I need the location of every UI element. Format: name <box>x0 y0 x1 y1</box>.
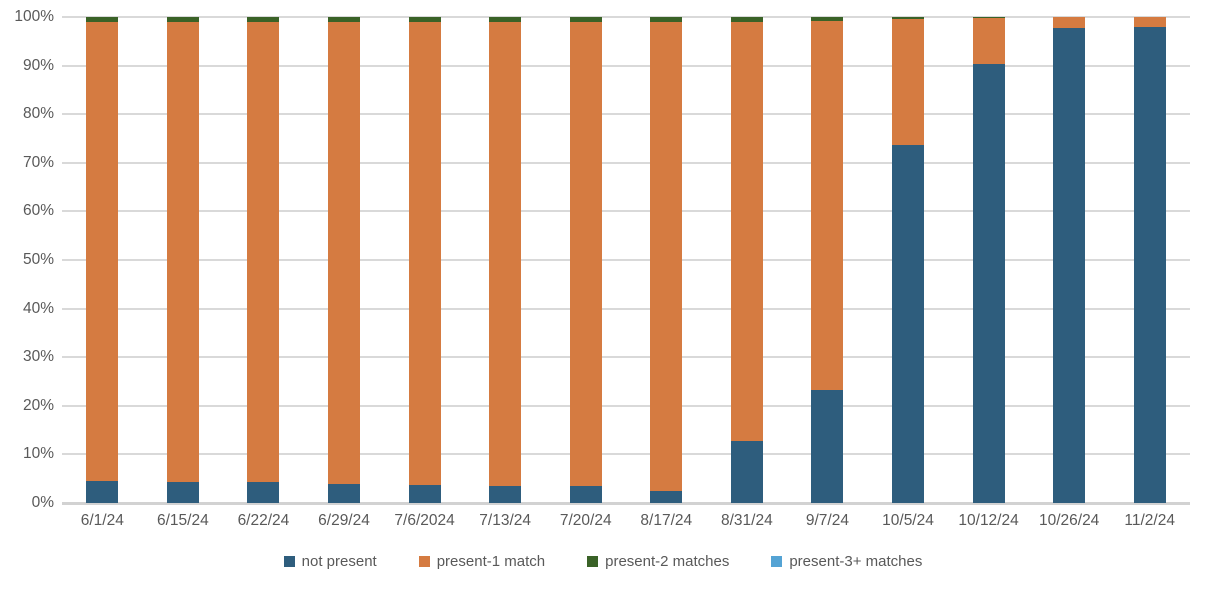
bar-segment-present-2-matches-8-17-24 <box>650 17 683 22</box>
bar-segment-not-present-11-2-24 <box>1133 27 1166 503</box>
bar-segment-not-present-10-26-24 <box>1053 28 1086 503</box>
y-tick-label-80: 80% <box>22 105 54 123</box>
gridline-60 <box>62 210 1190 213</box>
bar-segment-present-2-matches-7-20-24 <box>569 17 602 22</box>
legend-swatch-present-1-match <box>418 556 430 567</box>
x-tick-label-7-6-2024: 7/6/2024 <box>394 512 455 529</box>
legend-swatch-present-2-matches <box>587 556 599 567</box>
gridline-40 <box>62 307 1190 310</box>
bar-segment-present-2-matches-6-1-24 <box>86 17 119 22</box>
legend-item-present-2-matches: present-2 matches <box>587 553 729 570</box>
bar-segment-present-2-matches-6-22-24 <box>247 17 280 22</box>
bar-segment-present-1-match-8-31-24 <box>730 21 763 442</box>
bar-segment-present-1-match-9-7-24 <box>811 20 844 390</box>
bar-segment-present-2-matches-7-13-24 <box>489 17 522 22</box>
y-tick-label-60: 60% <box>22 202 54 220</box>
legend-label-present-1-match: present-1 match <box>436 553 546 570</box>
bar-segment-not-present-7-13-24 <box>489 485 522 503</box>
x-tick-label-10-5-24: 10/5/24 <box>882 512 934 529</box>
bar-segment-not-present-9-7-24 <box>811 389 844 503</box>
bar-segment-present-1-match-6-15-24 <box>166 21 199 483</box>
legend-label-present-2-matches: present-2 matches <box>605 553 730 570</box>
gridline-10 <box>62 453 1190 456</box>
bar-segment-present-1-match-7-6-2024 <box>408 21 441 485</box>
bar-segment-present-1-match-10-12-24 <box>972 18 1005 65</box>
bar-segment-not-present-8-31-24 <box>730 441 763 503</box>
gridline-70 <box>62 161 1190 164</box>
bar-segment-present-2-matches-10-5-24 <box>892 17 924 20</box>
y-tick-label-30: 30% <box>22 348 54 366</box>
bar-segment-present-1-match-6-22-24 <box>247 21 280 483</box>
bar-segment-not-present-6-15-24 <box>166 482 199 503</box>
x-tick-label-10-12-24: 10/12/24 <box>958 512 1019 529</box>
bar-segment-not-present-6-22-24 <box>247 482 280 503</box>
bar-segment-present-2-matches-7-6-2024 <box>408 17 441 22</box>
x-axis-line <box>62 502 1190 505</box>
legend-item-present-3+-matches: present-3+ matches <box>771 553 922 570</box>
bar-segment-present-2-matches-10-12-24 <box>972 17 1005 19</box>
bar-segment-not-present-7-20-24 <box>569 486 602 503</box>
legend-swatch-not-present <box>283 556 295 567</box>
bar-segment-present-2-matches-6-15-24 <box>166 17 199 22</box>
y-tick-label-100: 100% <box>14 8 54 25</box>
bar-segment-present-2-matches-9-7-24 <box>811 17 844 21</box>
x-tick-label-11-2-24: 11/2/24 <box>1124 512 1175 529</box>
x-tick-label-7-13-24: 7/13/24 <box>479 512 531 529</box>
bar-segment-present-1-match-10-26-24 <box>1053 17 1086 29</box>
bar-segment-not-present-10-5-24 <box>892 144 924 503</box>
gridline-30 <box>62 356 1190 359</box>
bar-segment-present-2-matches-8-31-24 <box>730 17 763 22</box>
bar-segment-not-present-6-29-24 <box>328 483 360 503</box>
x-tick-label-6-15-24: 6/15/24 <box>156 512 209 529</box>
x-tick-label-8-31-24: 8/31/24 <box>720 512 773 529</box>
legend-item-present-1-match: present-1 match <box>418 553 546 570</box>
x-tick-label-7-20-24: 7/20/24 <box>559 512 612 529</box>
legend-label-not-present: not present <box>301 553 377 570</box>
bar-segment-not-present-8-17-24 <box>650 491 683 503</box>
legend-label-present-3+-matches: present-3+ matches <box>789 553 923 570</box>
x-tick-label-6-1-24: 6/1/24 <box>80 512 124 529</box>
gridline-50 <box>62 259 1190 261</box>
gridline-100 <box>62 16 1190 18</box>
x-tick-label-6-22-24: 6/22/24 <box>237 512 290 529</box>
bar-segment-present-1-match-10-5-24 <box>892 19 924 145</box>
bar-segment-present-1-match-11-2-24 <box>1133 17 1166 28</box>
x-tick-label-6-29-24: 6/29/24 <box>318 512 370 529</box>
legend-item-not-present: not present <box>283 553 377 570</box>
y-tick-label-40: 40% <box>22 299 54 317</box>
legend: not present present-1 match present-2 matc… <box>0 553 1206 570</box>
bar-segment-present-1-match-6-29-24 <box>328 21 360 484</box>
legend-swatch-present-3+-matches <box>771 556 783 567</box>
bar-segment-not-present-6-1-24 <box>86 481 119 503</box>
bar-segment-present-1-match-7-20-24 <box>569 21 602 487</box>
x-tick-label-8-17-24: 8/17/24 <box>640 512 693 529</box>
gridline-80 <box>62 113 1190 116</box>
bar-segment-present-1-match-8-17-24 <box>650 21 683 492</box>
y-tick-label-90: 90% <box>22 56 54 74</box>
y-tick-label-10: 10% <box>22 445 54 463</box>
gridline-20 <box>62 404 1190 407</box>
bar-segment-present-2-matches-6-29-24 <box>328 17 360 22</box>
gridline-90 <box>62 64 1190 67</box>
y-tick-label-0: 0% <box>31 494 54 511</box>
y-tick-label-20: 20% <box>22 396 54 414</box>
y-tick-label-70: 70% <box>22 153 54 171</box>
bar-segment-not-present-7-6-2024 <box>408 484 441 503</box>
y-tick-label-50: 50% <box>22 251 54 268</box>
x-tick-label-10-26-24: 10/26/24 <box>1038 512 1100 529</box>
bar-segment-not-present-10-12-24 <box>972 64 1005 503</box>
bar-segment-present-1-match-6-1-24 <box>86 21 119 482</box>
x-tick-label-9-7-24: 9/7/24 <box>805 512 849 529</box>
bar-segment-present-1-match-7-13-24 <box>489 21 522 486</box>
